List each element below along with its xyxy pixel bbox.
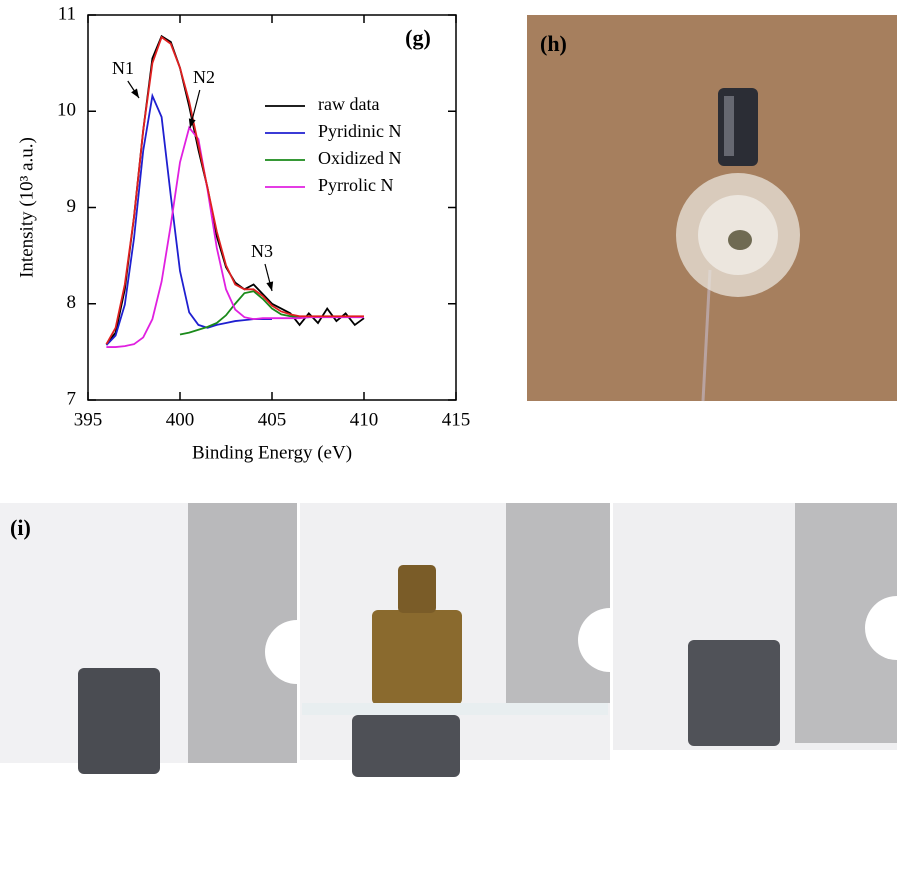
photo-h: (h) [527,15,897,401]
annotation-arrowhead [266,281,275,291]
x-tick-label: 400 [166,409,195,430]
legend-label: Pyrrolic N [318,175,394,195]
series-line [106,96,272,345]
panel-label: (h) [540,31,567,56]
x-axis-label: Binding Energy (eV) [192,442,352,463]
figure: (h) (i) 395 400 405 410 415 7 8 9 10 11 Binding En… [0,0,897,886]
plot-frame [88,15,456,400]
y-tick-label: 10 [57,100,76,121]
x-tick-label: 395 [74,409,103,430]
annotation: N3 [251,241,273,261]
panel-label: (g) [405,25,431,50]
y-axis-label: Intensity (10³ a.u.) [16,137,37,278]
chart: 395 400 405 410 415 7 8 9 10 11 Binding Energy (eV… [16,3,470,463]
y-tick-label: 7 [67,388,77,409]
photo-i: (i) [0,503,897,886]
annotation-arrowhead [131,89,142,100]
y-tick-label: 11 [58,3,76,24]
y-tick-label: 9 [67,196,77,217]
annotation: N2 [193,67,215,87]
panel-label: (i) [10,515,31,540]
legend-label: Oxidized N [318,148,401,168]
x-tick-label: 405 [258,409,287,430]
annotation: N1 [112,58,134,78]
legend-label: raw data [318,94,379,114]
x-tick-label: 415 [442,409,471,430]
legend-label: Pyridinic N [318,121,402,141]
y-tick-label: 8 [67,292,77,313]
x-tick-label: 410 [350,409,379,430]
